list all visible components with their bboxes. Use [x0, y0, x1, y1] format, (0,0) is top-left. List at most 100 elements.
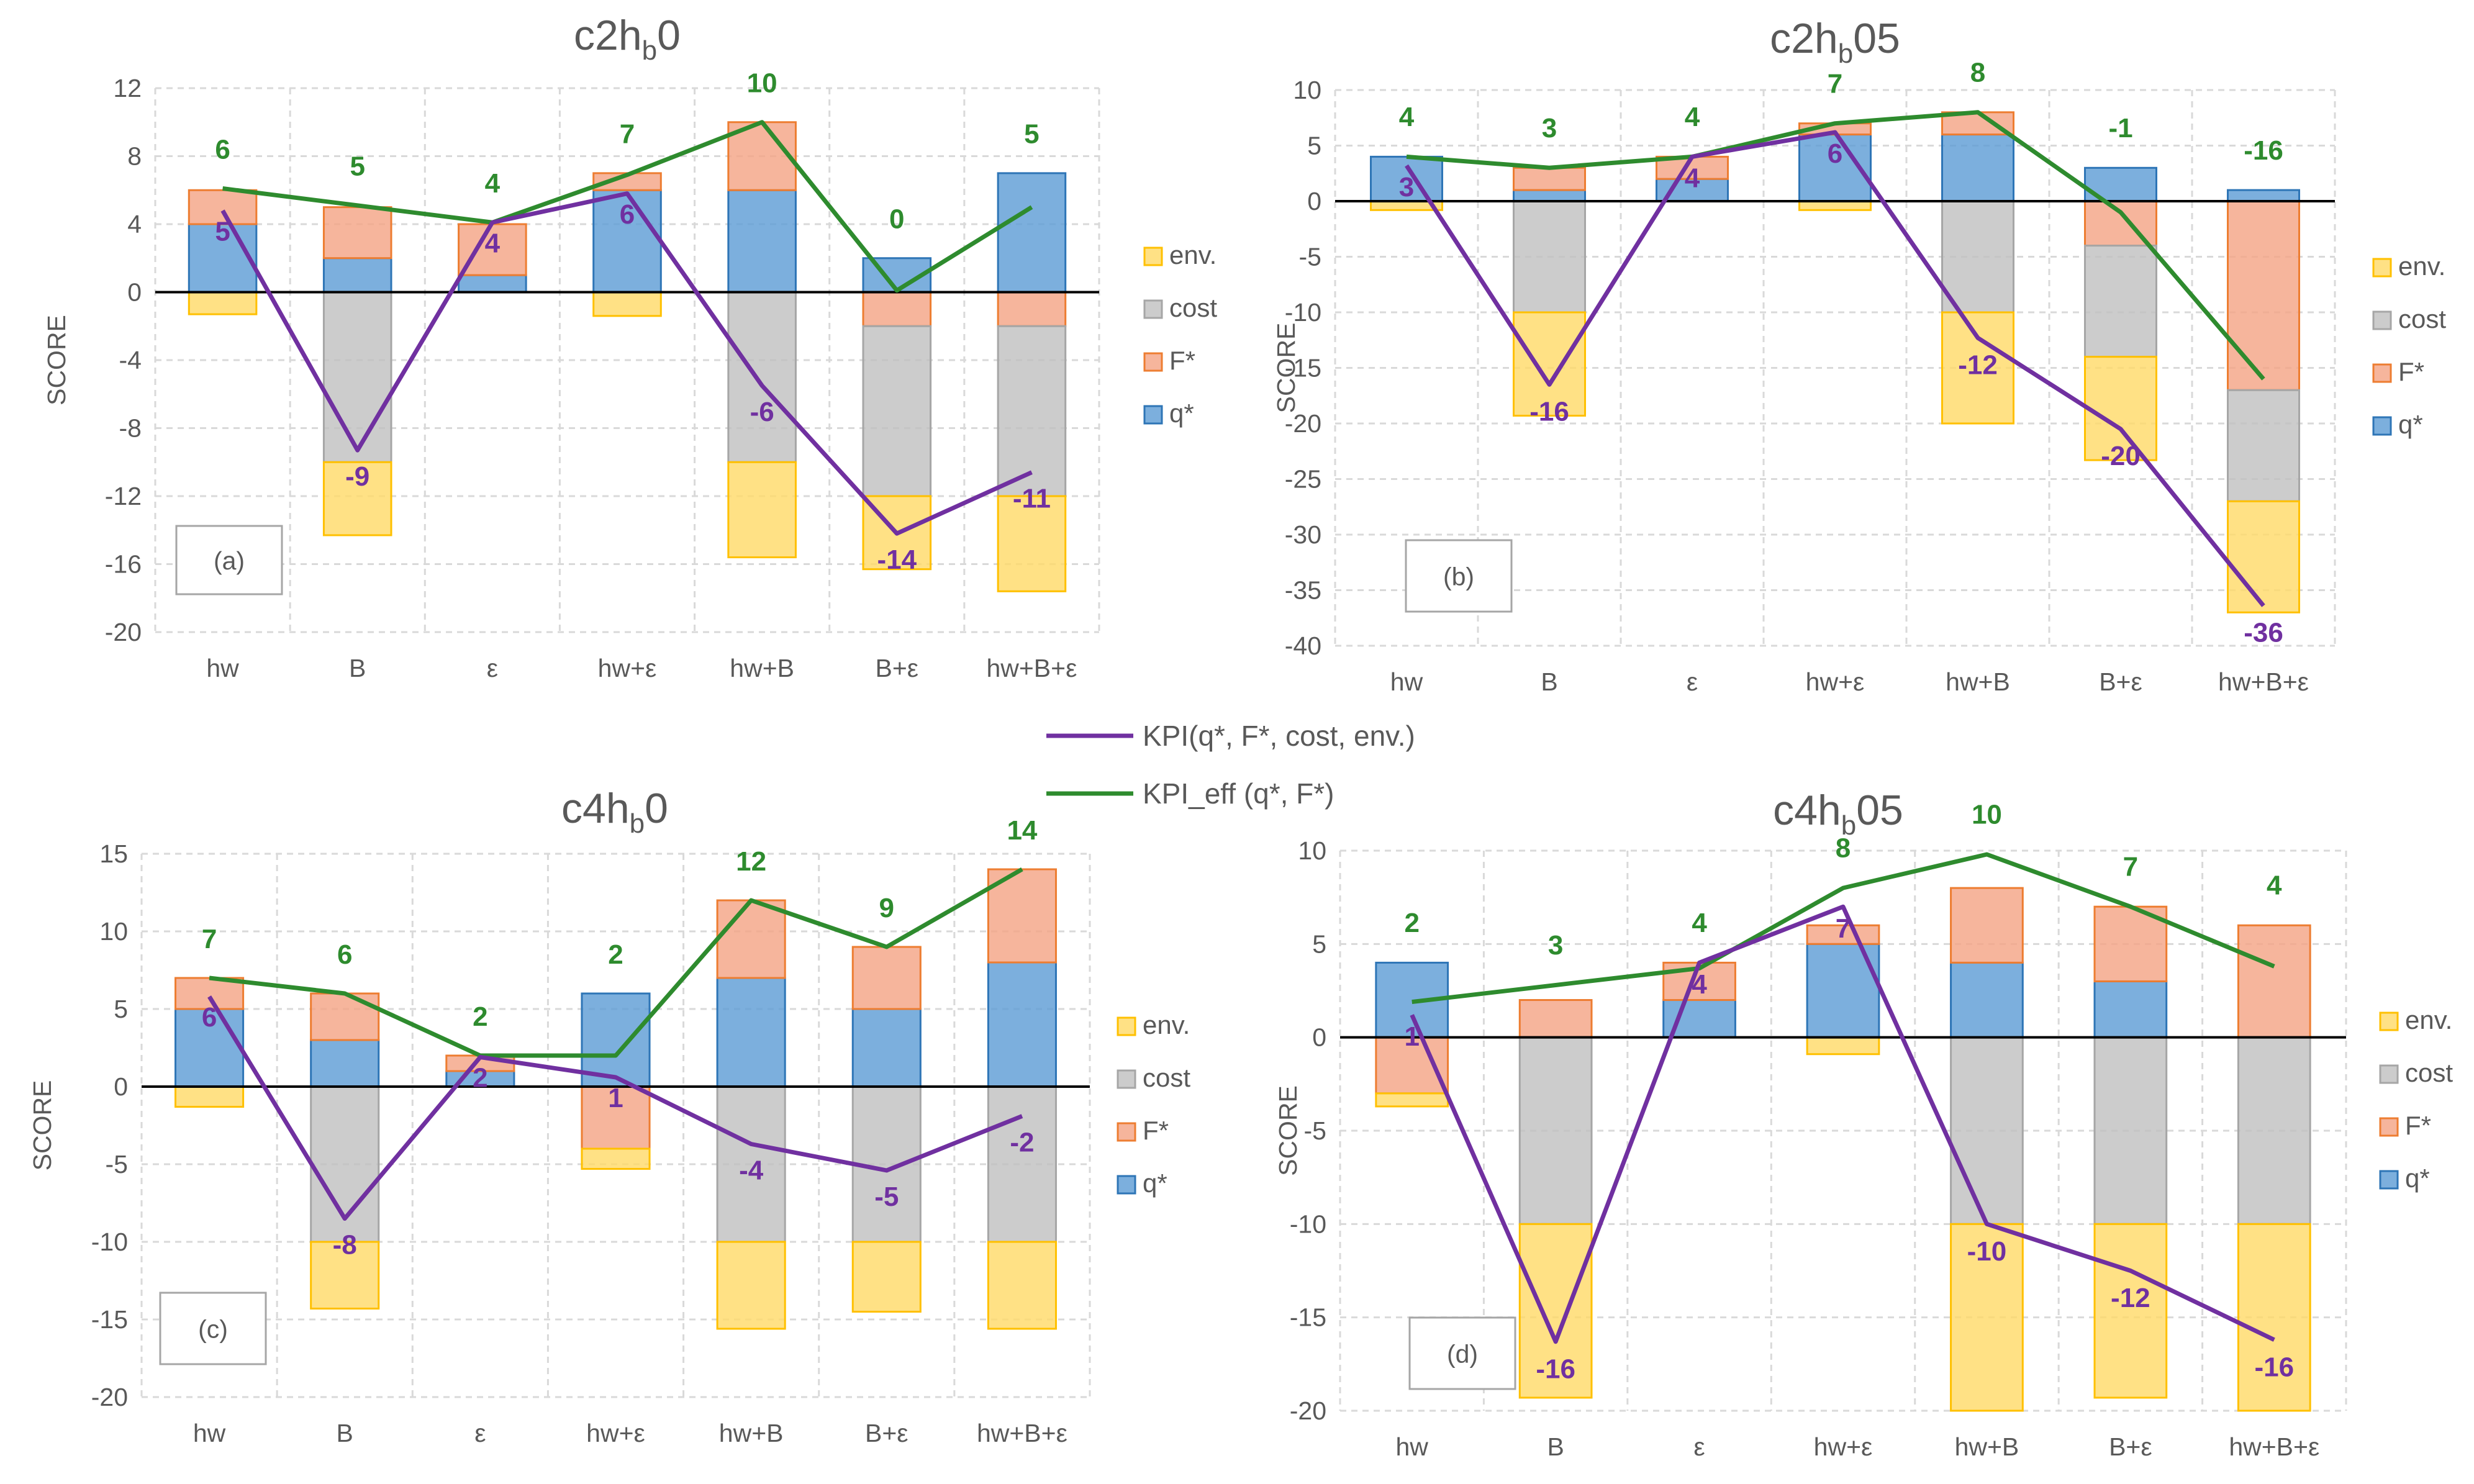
panel-label: (a) — [214, 546, 245, 575]
kpi-label: -4 — [739, 1155, 764, 1185]
bar-cost-6 — [987, 1085, 1057, 1243]
bar-q-0 — [174, 1008, 245, 1088]
kpi-label: 4 — [1685, 163, 1700, 194]
y-tick-label: 0 — [127, 278, 142, 307]
y-tick-label: -10 — [1285, 298, 1321, 327]
title-main: c4h — [561, 785, 630, 832]
y-tick-label: 15 — [99, 839, 128, 868]
y-axis-label: SCORE — [42, 315, 71, 405]
kpi-line — [220, 191, 1033, 536]
legend-swatch-q — [2379, 1170, 2399, 1190]
kpi-label: -16 — [2254, 1352, 2294, 1382]
panel-label-box — [175, 525, 283, 595]
bar-cost-5 — [2093, 1036, 2168, 1225]
bar-cost-6 — [997, 325, 1067, 497]
bar-cost-1 — [1513, 200, 1586, 314]
bar-F-1 — [1518, 999, 1593, 1039]
bar-q-6 — [987, 961, 1057, 1088]
legend-label-cost: cost — [2398, 304, 2446, 333]
kpi-label: 6 — [620, 199, 635, 230]
bar-env-5 — [2084, 356, 2157, 461]
kpi-eff-label: 2 — [608, 939, 623, 970]
kpi-eff-label: 14 — [1007, 815, 1037, 846]
bar-env-6 — [997, 495, 1067, 592]
kpi-label: -16 — [1536, 1354, 1575, 1384]
bar-env-5 — [2093, 1223, 2168, 1399]
x-tick-label: ε — [474, 1419, 486, 1447]
legend-label-q: q* — [2398, 410, 2423, 439]
legend-swatch-F — [2379, 1117, 2399, 1137]
kpi-eff-label: -1 — [2108, 113, 2132, 143]
x-tick-label: hw — [193, 1419, 226, 1447]
kpi-label: 5 — [215, 216, 230, 247]
kpi-eff-label: 9 — [879, 893, 894, 923]
bar-q-1 — [1513, 189, 1586, 202]
x-tick-label: B — [1541, 667, 1557, 696]
legend-kpi-label: KPI(q*, F*, cost, env.) — [1143, 720, 1415, 752]
bar-env-6 — [2237, 1223, 2311, 1412]
bar-F-4 — [1950, 887, 2024, 964]
legend-swatch-q — [2372, 416, 2392, 436]
legend-label-q: q* — [1169, 399, 1194, 428]
kpi-eff-label: 10 — [747, 68, 777, 99]
legend-label-cost: cost — [1169, 293, 1217, 322]
y-tick-label: -15 — [1285, 354, 1321, 382]
bar-cost-4 — [716, 1085, 786, 1243]
bar-q-4 — [1941, 133, 2014, 202]
kpi-eff-label: 3 — [1542, 113, 1557, 143]
legend-label-env: env. — [1143, 1010, 1190, 1039]
x-tick-label: B — [349, 654, 366, 682]
x-tick-label: B — [337, 1419, 353, 1447]
bar-q-2 — [458, 274, 527, 293]
kpi-label: 6 — [202, 1002, 217, 1033]
kpi-label: 1 — [1404, 1021, 1419, 1052]
legend-label-env: env. — [1169, 240, 1217, 269]
x-tick-label: ε — [487, 654, 498, 682]
kpi-eff-label: 8 — [1970, 58, 1985, 88]
bar-env-1 — [1518, 1223, 1593, 1399]
bar-F-6 — [997, 291, 1067, 327]
title-subscript: b — [642, 35, 657, 66]
y-tick-label: 10 — [99, 917, 128, 946]
bar-q-1 — [310, 1039, 380, 1088]
x-tick-label: hw+ε — [598, 654, 657, 682]
y-tick-label: -10 — [91, 1228, 128, 1256]
kpi-eff-label: 8 — [1836, 833, 1851, 864]
x-tick-label: hw — [206, 654, 239, 682]
y-tick-label: -16 — [105, 550, 142, 579]
y-tick-label: 0 — [1307, 187, 1321, 215]
kpi-label: -12 — [2111, 1283, 2150, 1313]
bar-F-5 — [2093, 905, 2168, 982]
kpi-label: 2 — [473, 1063, 487, 1093]
legend-label-env: env. — [2398, 251, 2445, 281]
legend-label-F: F* — [2398, 357, 2424, 386]
kpi-eff-label: 10 — [1972, 799, 2002, 830]
y-tick-label: -20 — [105, 618, 142, 646]
legend-label-F: F* — [2405, 1111, 2431, 1140]
kpi-line — [207, 995, 1023, 1221]
legend-swatch-cost — [1143, 299, 1163, 319]
bar-F-0 — [188, 189, 258, 225]
bar-env-3 — [581, 1147, 651, 1170]
kpi-eff-line — [1411, 852, 2275, 1005]
legend-swatch-cost — [2372, 310, 2392, 330]
kpi-label: -8 — [333, 1229, 357, 1260]
kpi-eff-label: 7 — [620, 119, 635, 150]
legend-label-F: F* — [1169, 346, 1195, 375]
bar-env-1 — [1513, 311, 1586, 417]
bar-q-5 — [851, 1008, 922, 1088]
panel-label: (c) — [198, 1315, 228, 1344]
x-tick-label: ε — [1687, 667, 1698, 696]
bar-env-5 — [851, 1241, 922, 1313]
y-tick-label: 0 — [1312, 1023, 1326, 1052]
y-tick-label: -5 — [106, 1150, 128, 1179]
y-tick-label: 8 — [127, 142, 142, 171]
chart-title: c4hb0 — [561, 785, 668, 839]
y-tick-label: -35 — [1285, 576, 1321, 605]
y-axis-label: SCORE — [1274, 1085, 1302, 1176]
bar-env-4 — [727, 461, 797, 559]
x-tick-label: hw+ε — [1806, 667, 1865, 696]
